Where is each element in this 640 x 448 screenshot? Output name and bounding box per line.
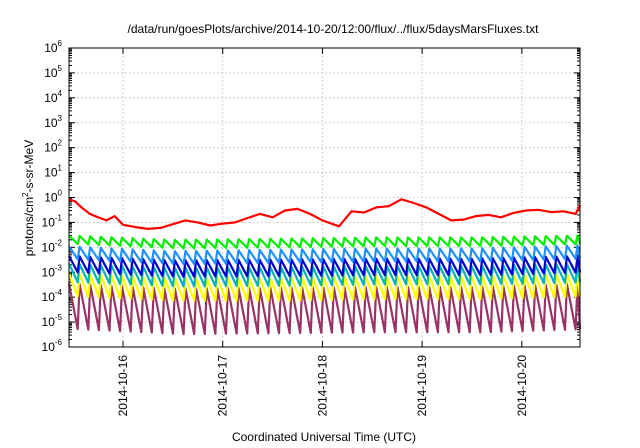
chart-title: /data/run/goesPlots/archive/2014-10-20/1… [128,22,540,36]
y-tick-label: 10-3 [42,263,63,279]
x-axis: 2014-10-16 2014-10-17 2014-10-18 2014-10-19… [116,48,529,416]
series-line [68,262,582,288]
y-tick-label: 104 [44,89,62,105]
y-tick-label: 10-5 [42,313,63,329]
series-line [67,282,582,336]
y-axis: 10-6 10-5 10-4 10-3 10-2 10-1 100 101 102 103 104 1… [42,39,580,354]
series-line [68,254,582,278]
series-line [68,198,581,230]
series-line [67,272,582,302]
plot-series [67,198,582,336]
x-tick-label: 2014-10-19 [415,355,429,417]
plot-frame [68,47,581,348]
y-tick-label: 10-4 [42,288,63,304]
y-tick-label: 101 [44,164,62,180]
x-tick-label: 2014-10-20 [515,355,529,417]
x-axis-label: Coordinated Universal Time (UTC) [232,430,416,444]
series-line [68,234,582,250]
y-tick-label: 102 [44,139,62,155]
y-tick-label: 103 [44,114,62,130]
x-tick-label: 2014-10-18 [315,355,329,417]
y-axis-label: protons/cm2-s-sr-MeV [21,140,36,256]
y-tick-label: 105 [44,64,62,80]
y-tick-label: 100 [44,189,62,205]
x-tick-label: 2014-10-16 [116,355,130,417]
y-tick-label: 10-2 [42,238,63,254]
x-tick-label: 2014-10-17 [216,355,230,417]
y-tick-label: 106 [44,39,62,55]
y-tick-label: 10-1 [42,213,63,229]
series-line [68,244,582,266]
y-tick-label: 10-6 [42,338,63,354]
